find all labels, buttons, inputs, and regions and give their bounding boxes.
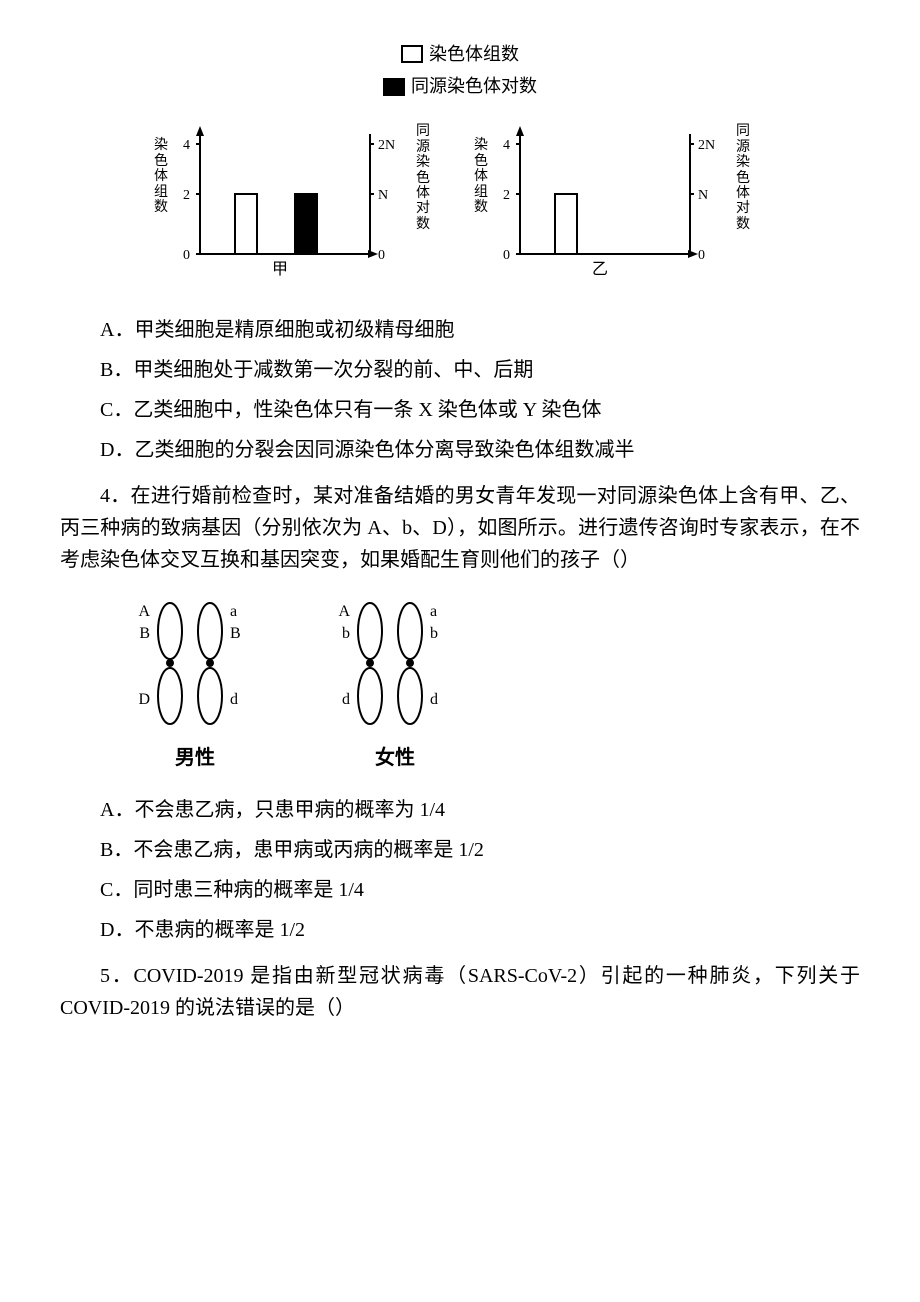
male-pair: A B D a B d 男性: [120, 596, 270, 774]
legend-box-filled: [383, 78, 405, 96]
chart-legend: 染色体组数 同源染色体对数: [60, 40, 860, 104]
right-tick-2n: 2N: [378, 138, 395, 153]
charts-row: 0 2 4 0 N 2N 甲 染色体组数 同源染色体对数: [60, 114, 860, 294]
legend-item-2: 同源染色体对数: [383, 72, 537, 101]
svg-text:B: B: [139, 625, 150, 642]
svg-text:A: A: [338, 603, 350, 620]
right-axis-label: 同源染色体对数: [416, 124, 432, 232]
q3-option-c: C．乙类细胞中，性染色体只有一条 X 染色体或 Y 染色体: [60, 394, 860, 426]
svg-text:a: a: [430, 603, 437, 620]
svg-text:A: A: [138, 603, 150, 620]
q4-option-d: D．不患病的概率是 1/2: [60, 914, 860, 946]
q4-stem: 4．在进行婚前检查时，某对准备结婚的男女青年发现一对同源染色体上含有甲、乙、丙三…: [60, 480, 860, 576]
svg-text:a: a: [230, 603, 237, 620]
male-label: 男性: [120, 742, 270, 774]
q4-option-c: C．同时患三种病的概率是 1/4: [60, 874, 860, 906]
bar-open: [235, 194, 257, 254]
chart-left: 0 2 4 0 N 2N 甲 染色体组数 同源染色体对数: [160, 114, 440, 294]
legend-label-2: 同源染色体对数: [411, 72, 537, 101]
female-label: 女性: [320, 742, 470, 774]
x-label-right: 乙: [592, 261, 608, 278]
bar-filled: [295, 194, 317, 254]
left-tick-2: 2: [183, 188, 190, 203]
legend-box-open: [401, 45, 423, 63]
legend-item-1: 染色体组数: [401, 40, 519, 69]
q3-option-a: A．甲类细胞是精原细胞或初级精母细胞: [60, 314, 860, 346]
svg-text:0: 0: [698, 248, 705, 263]
x-label-left: 甲: [272, 261, 288, 278]
q5-stem: 5．COVID-2019 是指由新型冠状病毒（SARS-CoV-2）引起的一种肺…: [60, 960, 860, 1024]
right-tick-0: 0: [378, 248, 385, 263]
chromosome-diagram: A B D a B d 男性 A b d a b d 女性: [120, 596, 860, 774]
q3-option-d: D．乙类细胞的分裂会因同源染色体分离导致染色体组数减半: [60, 434, 860, 466]
svg-text:0: 0: [503, 248, 510, 263]
svg-text:D: D: [138, 691, 150, 708]
q4-option-b: B．不会患乙病，患甲病或丙病的概率是 1/2: [60, 834, 860, 866]
svg-text:2: 2: [503, 188, 510, 203]
chart-right: 0 2 4 0 N 2N 乙 染色体组数 同源染色体对数: [480, 114, 760, 294]
left-tick-4: 4: [183, 138, 190, 153]
chart-left-svg: 0 2 4 0 N 2N 甲: [160, 114, 440, 294]
svg-text:4: 4: [503, 138, 510, 153]
q3-option-b: B．甲类细胞处于减数第一次分裂的前、中、后期: [60, 354, 860, 386]
right-tick-n: N: [378, 188, 388, 203]
chart-right-svg: 0 2 4 0 N 2N 乙: [480, 114, 760, 294]
q4-option-a: A．不会患乙病，只患甲病的概率为 1/4: [60, 794, 860, 826]
left-tick-0: 0: [183, 248, 190, 263]
svg-text:b: b: [342, 625, 350, 642]
svg-text:2N: 2N: [698, 138, 715, 153]
svg-text:d: d: [430, 691, 438, 708]
svg-text:B: B: [230, 625, 241, 642]
female-pair: A b d a b d 女性: [320, 596, 470, 774]
legend-label-1: 染色体组数: [429, 40, 519, 69]
female-svg: A b d a b d: [320, 596, 470, 736]
svg-text:d: d: [230, 691, 238, 708]
svg-text:b: b: [430, 625, 438, 642]
svg-text:N: N: [698, 188, 708, 203]
left-axis-label: 染色体组数: [154, 138, 170, 215]
svg-text:d: d: [342, 691, 350, 708]
male-svg: A B D a B d: [120, 596, 270, 736]
bar-open: [555, 194, 577, 254]
